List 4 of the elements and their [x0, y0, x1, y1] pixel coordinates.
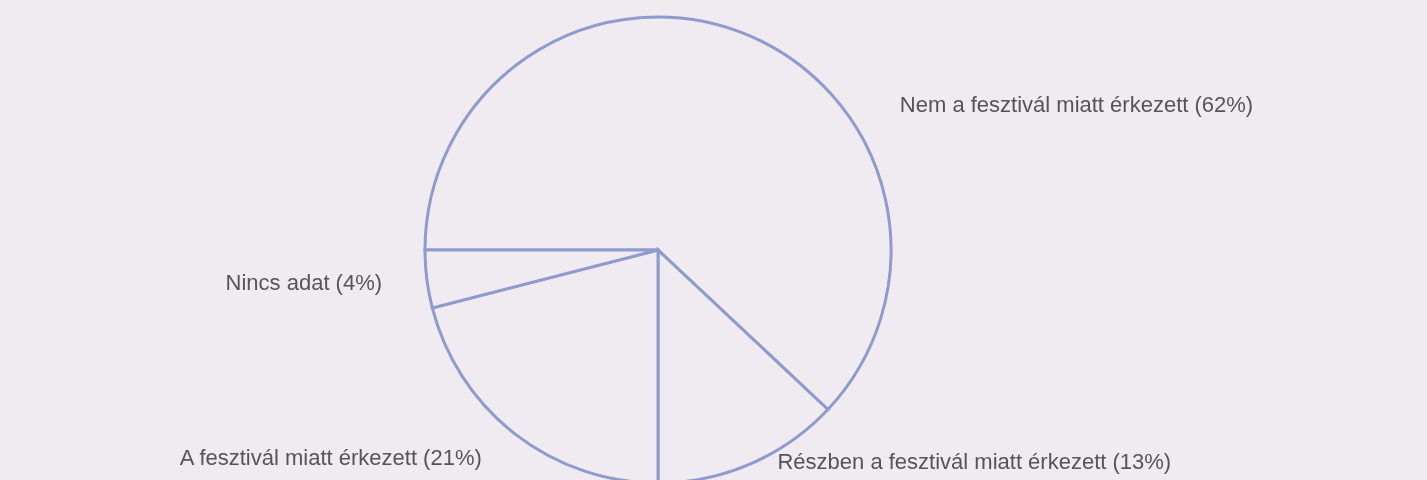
slice-label: Részben a fesztivál miatt érkezett (13%): [777, 449, 1172, 474]
slice-label: Nincs adat (4%): [225, 269, 383, 295]
slice-label: A fesztivál miatt érkezett (21%): [179, 444, 482, 470]
slice-label: Nem a fesztivál miatt érkezett (62%): [899, 92, 1254, 118]
